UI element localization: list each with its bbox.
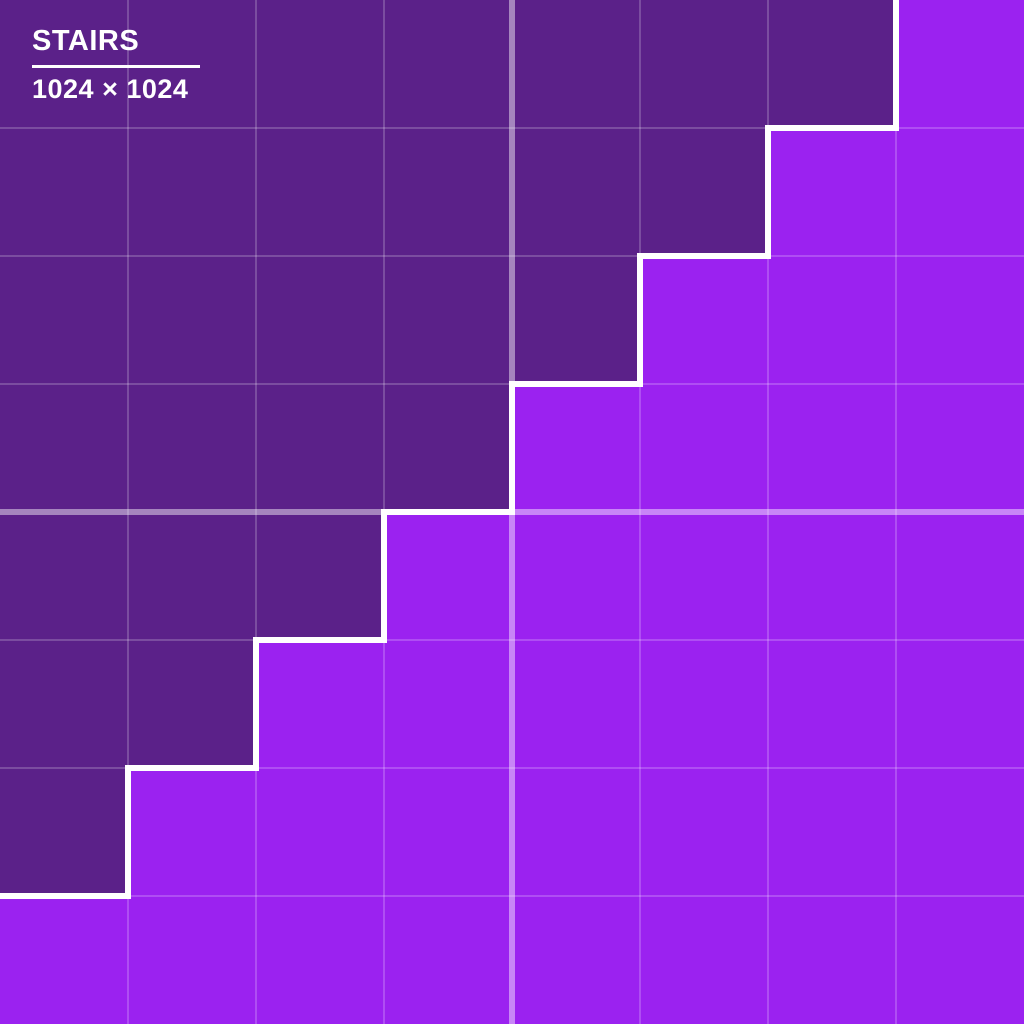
grid-cell [384,128,512,256]
grid-cell [256,512,384,640]
grid-cell [128,256,256,384]
grid-cell [128,896,256,1024]
grid-cell [768,256,896,384]
grid-cell [512,256,640,384]
grid-cell [256,640,384,768]
grid-cell [640,896,768,1024]
grid-cell [768,512,896,640]
grid-cell [512,128,640,256]
grid-cell [512,768,640,896]
grid-cell [256,384,384,512]
grid-cell [256,0,384,128]
grid-cell [768,384,896,512]
grid-cell [896,128,1024,256]
grid-cell [640,512,768,640]
grid-cell [512,640,640,768]
grid-cell [640,128,768,256]
grid-cell [768,640,896,768]
grid-cell [640,0,768,128]
grid-cell [256,768,384,896]
grid-cell [768,128,896,256]
grid-cell [0,512,128,640]
grid-cell [0,768,128,896]
grid-cell [256,128,384,256]
grid-cell [896,512,1024,640]
grid-cell [768,896,896,1024]
grid-cell [0,128,128,256]
grid-cell [128,384,256,512]
grid-cell [0,640,128,768]
grid-cell [640,384,768,512]
grid-cell [0,384,128,512]
grid-cell [640,640,768,768]
grid-cell [640,256,768,384]
grid-cell [384,0,512,128]
grid-cell [128,640,256,768]
grid-cell [128,128,256,256]
grid-cell [768,768,896,896]
grid-cell [896,256,1024,384]
grid-cell [384,640,512,768]
grid-cell [384,512,512,640]
grid-cell [896,384,1024,512]
caption-block: STAIRS 1024 × 1024 [32,25,200,105]
grid-cell [768,0,896,128]
grid-cell [384,768,512,896]
caption-divider [32,64,200,68]
grid-cell [384,256,512,384]
grid-cell [256,896,384,1024]
grid-cell [640,768,768,896]
page-title: STAIRS [32,25,140,57]
grid-cell [512,0,640,128]
grid-cell [384,384,512,512]
grid-cell [896,0,1024,128]
grid-cell [512,512,640,640]
grid-cell [512,896,640,1024]
grid-cell [0,896,128,1024]
grid-cell [896,640,1024,768]
dimensions-label: 1024 × 1024 [32,73,189,104]
grid-cell [512,384,640,512]
grid-cell [896,768,1024,896]
grid-cell [0,256,128,384]
grid-cell [896,896,1024,1024]
grid-cell [128,768,256,896]
grid-cell [384,896,512,1024]
grid-cell [128,512,256,640]
grid-cell [256,256,384,384]
